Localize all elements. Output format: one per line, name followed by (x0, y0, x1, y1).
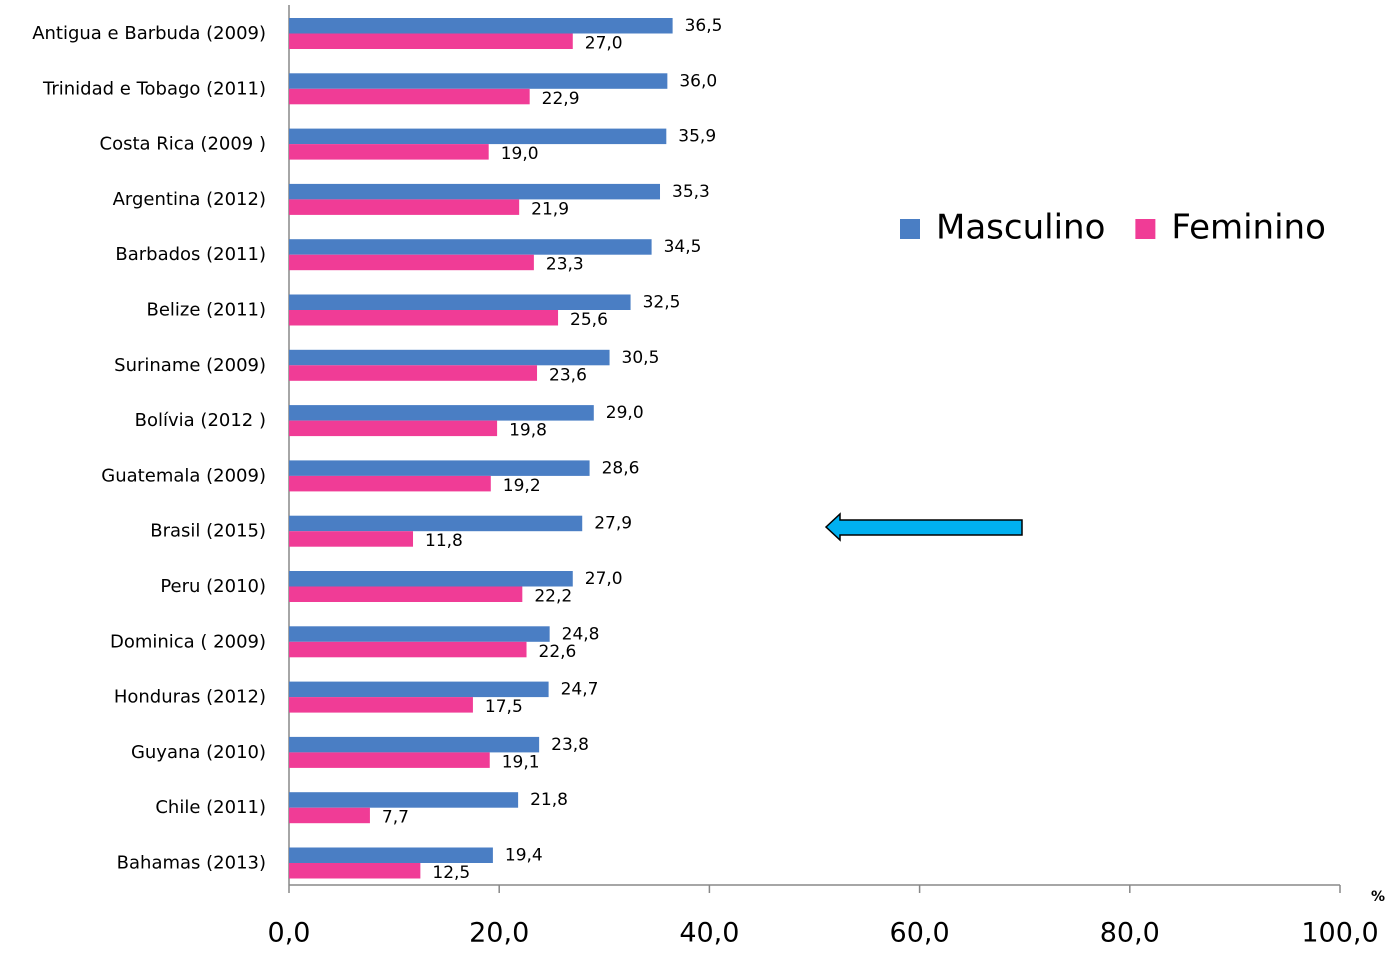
bar (289, 626, 550, 642)
value-label: 19,0 (501, 144, 539, 164)
x-tick-label: 80,0 (1100, 918, 1160, 949)
bar (289, 183, 661, 200)
legend-swatch (900, 219, 920, 239)
value-label: 19,1 (502, 752, 540, 772)
bar (289, 310, 559, 326)
y-tick-label: Antigua e Barbuda (2009) (32, 23, 266, 44)
arrow (824, 512, 1023, 542)
value-label: 23,6 (549, 365, 587, 385)
value-label: 23,8 (551, 735, 589, 755)
value-label: 22,9 (542, 89, 580, 109)
y-tick-label: Bolívia (2012 ) (135, 410, 266, 431)
bar (289, 847, 493, 863)
bar (289, 460, 590, 476)
x-tick-label: 40,0 (679, 918, 739, 949)
legend-label: Feminino (1171, 208, 1326, 248)
bar (289, 697, 473, 713)
bar (289, 863, 421, 879)
y-tick-label: Trinidad e Tobago (2011) (42, 78, 266, 99)
value-label: 36,0 (679, 71, 717, 91)
value-label: 7,7 (382, 808, 409, 828)
value-label: 21,9 (531, 199, 569, 219)
value-label: 19,2 (503, 476, 541, 496)
y-tick-label: Argentina (2012) (113, 189, 266, 210)
value-label: 32,5 (643, 293, 681, 313)
value-label: 27,0 (585, 569, 623, 589)
y-tick-label: Bahamas (2013) (117, 853, 266, 874)
y-tick-label: Costa Rica (2009 ) (100, 134, 267, 155)
bar (289, 239, 652, 255)
bar (289, 736, 540, 753)
y-tick-label: Guyana (2010) (131, 742, 266, 763)
bar (289, 365, 538, 381)
y-tick-label: Barbados (2011) (115, 244, 266, 265)
bar (289, 807, 370, 824)
value-label: 36,5 (685, 16, 723, 36)
bar (289, 349, 610, 366)
y-tick-label: Dominica ( 2009) (110, 631, 266, 652)
value-label: 23,3 (546, 255, 584, 275)
y-tick-label: Belize (2011) (146, 300, 266, 321)
value-label: 12,5 (432, 863, 470, 883)
x-tick-label: 60,0 (890, 918, 950, 949)
bar (289, 18, 673, 34)
value-label: 11,8 (425, 531, 463, 551)
bar (289, 586, 523, 602)
bar (289, 641, 527, 658)
value-label: 28,6 (602, 458, 640, 478)
value-label: 22,2 (534, 587, 572, 607)
bar (289, 88, 530, 105)
x-axis-label: % (1371, 889, 1385, 905)
bar (289, 73, 668, 89)
value-label: 22,6 (539, 642, 577, 662)
value-label: 29,0 (606, 403, 644, 423)
value-label: 35,9 (678, 127, 716, 147)
value-label: 24,8 (562, 624, 600, 644)
bar (289, 752, 490, 768)
y-tick-label: Honduras (2012) (114, 687, 266, 708)
bar (289, 144, 489, 160)
bar (289, 571, 573, 587)
y-tick-label: Suriname (2009) (114, 355, 266, 376)
value-label: 27,9 (594, 514, 632, 534)
x-tick-label: 20,0 (469, 918, 529, 949)
bar (289, 128, 667, 145)
value-label: 34,5 (664, 237, 702, 257)
bar (289, 531, 414, 547)
value-label: 21,8 (530, 790, 568, 810)
bar (289, 294, 631, 310)
bar (289, 515, 583, 532)
value-label: 25,6 (570, 310, 608, 330)
bar (289, 254, 534, 271)
y-tick-label: Brasil (2015) (150, 521, 266, 542)
bar (289, 199, 520, 215)
value-label: 30,5 (622, 348, 660, 368)
value-label: 35,3 (672, 182, 710, 202)
x-tick-label: 100,0 (1301, 918, 1378, 949)
value-label: 19,4 (505, 846, 543, 866)
value-label: 27,0 (585, 34, 623, 54)
value-label: 24,7 (561, 680, 599, 700)
bar (289, 792, 519, 808)
value-label: 19,8 (509, 421, 547, 441)
bar (289, 420, 498, 437)
y-tick-label: Peru (2010) (160, 576, 266, 597)
y-tick-label: Guatemala (2009) (101, 465, 266, 486)
bar (289, 33, 573, 49)
legend-swatch (1135, 219, 1156, 239)
value-label: 17,5 (485, 697, 523, 717)
bar (289, 475, 491, 492)
bar (289, 405, 594, 421)
y-tick-label: Chile (2011) (155, 797, 266, 818)
legend-label: Masculino (936, 208, 1105, 248)
x-tick-label: 0,0 (268, 918, 311, 949)
bar (289, 681, 549, 698)
